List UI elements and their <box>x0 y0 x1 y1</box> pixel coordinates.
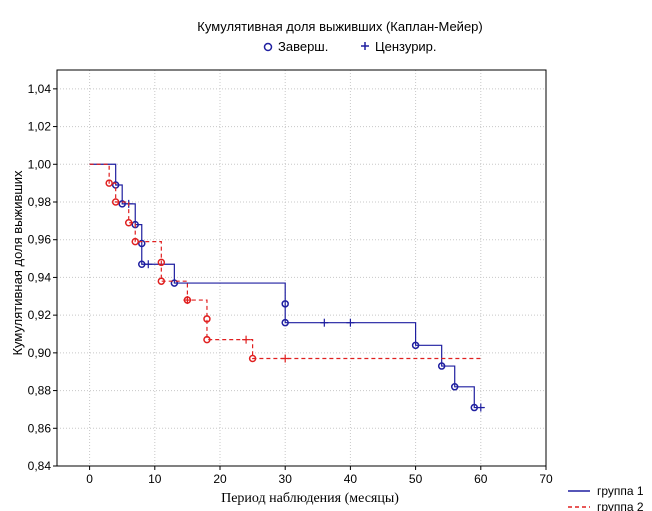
y-tick-label: 0,88 <box>28 384 52 398</box>
series-2 <box>89 163 481 363</box>
y-tick-label: 1,02 <box>28 120 52 134</box>
marker-legend-circle-icon <box>263 42 273 52</box>
event-point <box>157 258 166 267</box>
series-legend-label-2: группа 2 <box>597 500 644 511</box>
event-point <box>124 218 133 227</box>
censored-point <box>242 335 251 344</box>
y-tick-label: 0,96 <box>28 233 52 247</box>
censored-point <box>183 296 192 305</box>
series <box>89 163 485 412</box>
axes: 0 10 20 30 40 50 60 70 0,84 0,86 0,88 0,90 0,92 0,94 0… <box>28 69 553 486</box>
marker-legend: Заверш. Цензурир. <box>263 39 437 54</box>
event-point <box>281 318 289 327</box>
event-point <box>437 362 446 370</box>
chart-title: Кумулятивная доля выживших (Каплан-Мейер… <box>197 19 482 34</box>
series-line-1 <box>89 163 485 409</box>
x-tick-label: 70 <box>539 472 553 486</box>
censored-point <box>346 318 355 327</box>
event-point <box>203 315 211 323</box>
y-tick-label: 1,00 <box>28 157 52 171</box>
y-tick-label: 0,94 <box>28 270 52 284</box>
y-tick-label: 1,04 <box>28 82 52 96</box>
x-tick-label: 60 <box>474 472 488 486</box>
censored-point <box>281 354 290 363</box>
series-1 <box>89 163 485 412</box>
marker-legend-completed-label: Заверш. <box>278 39 328 54</box>
event-point <box>105 179 113 187</box>
series-legend: группа 1 группа 2 <box>568 484 644 511</box>
marker-legend-censored-label: Цензурир. <box>375 39 437 54</box>
event-point <box>111 198 120 206</box>
y-axis-label: Кумулятивная доля выживших <box>10 170 25 356</box>
event-point <box>450 383 459 391</box>
event-point <box>411 341 420 350</box>
event-point <box>157 277 166 285</box>
y-tick-label: 0,84 <box>28 459 52 473</box>
y-tick-label: 0,92 <box>28 308 52 322</box>
censored-point <box>476 403 485 412</box>
x-tick-label: 30 <box>279 472 293 486</box>
event-point <box>281 300 289 308</box>
event-point <box>170 279 179 287</box>
x-tick-label: 50 <box>409 472 423 486</box>
event-point <box>248 354 257 363</box>
y-tick-label: 0,86 <box>28 421 52 435</box>
y-tick-label: 0,98 <box>28 195 52 209</box>
grid <box>57 70 547 467</box>
series-legend-label-1: группа 1 <box>597 484 644 498</box>
event-point <box>203 335 211 344</box>
censored-point <box>320 318 329 327</box>
x-tick-label: 0 <box>86 472 93 486</box>
x-tick-label: 40 <box>344 472 358 486</box>
x-tick-label: 20 <box>213 472 227 486</box>
x-axis-label: Период наблюдения (месяцы) <box>221 491 399 506</box>
marker-legend-plus-icon <box>361 42 369 50</box>
event-point <box>138 239 146 248</box>
censored-point <box>144 260 153 269</box>
event-point <box>131 237 139 246</box>
x-tick-label: 10 <box>148 472 162 486</box>
plot-frame <box>56 69 547 467</box>
y-tick-label: 0,90 <box>28 346 52 360</box>
